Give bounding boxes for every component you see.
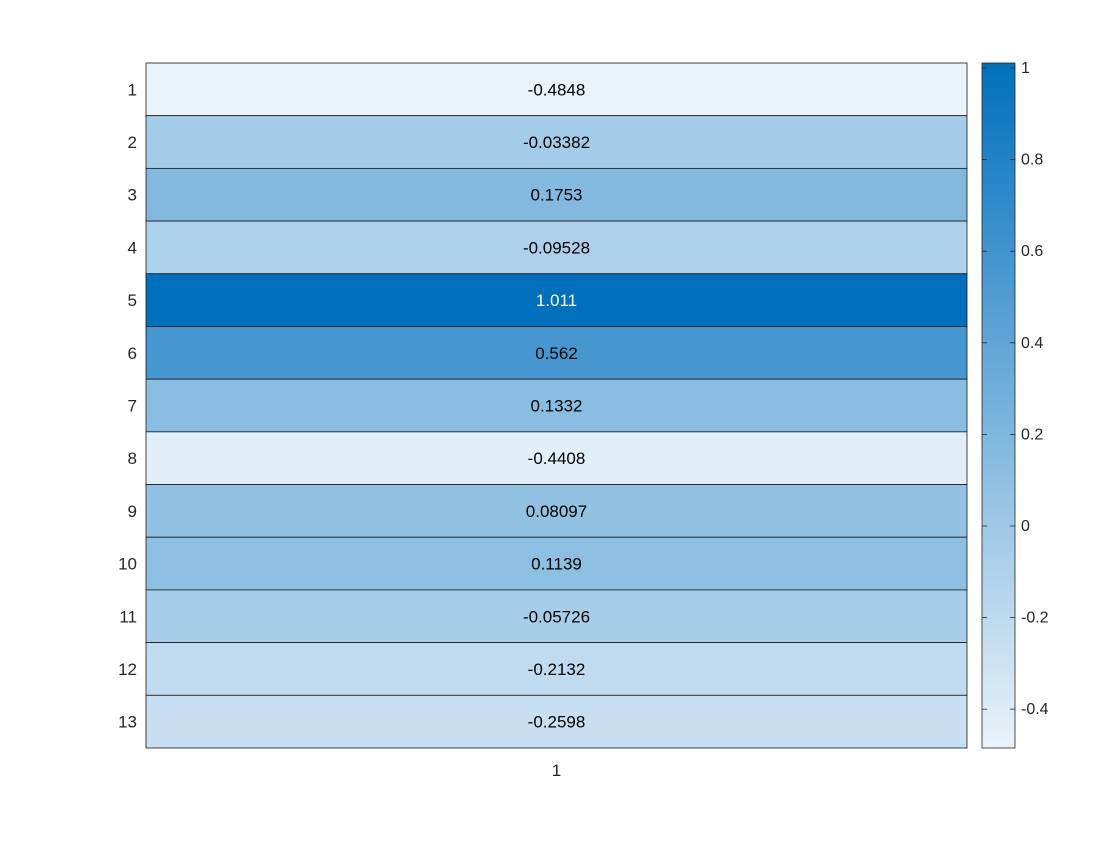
- colorbar-tick-label: 0.2: [1021, 426, 1043, 443]
- y-tick-label: 12: [118, 660, 137, 679]
- heatmap-cell-label: -0.4408: [528, 449, 586, 468]
- heatmap-cell-label: -0.4848: [528, 80, 586, 99]
- heatmap-cell-label: 0.1753: [531, 186, 583, 205]
- y-tick-label: 7: [128, 397, 137, 416]
- heatmap-cell-label: 0.562: [535, 344, 578, 363]
- colorbar-tick-label: -0.2: [1021, 610, 1049, 627]
- heatmap-cell-label: 0.08097: [526, 502, 587, 521]
- y-tick-label: 3: [128, 186, 137, 205]
- heatmap-cell-label: 0.1332: [531, 397, 583, 416]
- x-tick-label: 1: [552, 761, 561, 780]
- y-tick-label: 8: [128, 449, 137, 468]
- heatmap-cells: -0.4848 -0.03382 0.1753 -0.09528 1.011 0.562 0…: [145, 62, 968, 749]
- heatmap-cell-label: -0.2132: [528, 660, 586, 679]
- heatmap-cell: [145, 167, 968, 222]
- x-tick-labels: 1: [552, 761, 561, 780]
- heatmap-cell: [145, 536, 968, 591]
- y-tick-label: 4: [128, 238, 137, 257]
- colorbar-tick-label: 1: [1021, 60, 1030, 77]
- heatmap-cell: [145, 431, 968, 485]
- y-tick-label: 10: [118, 555, 137, 574]
- colorbar-tick-label: 0.8: [1021, 152, 1043, 169]
- heatmap-cell: [145, 62, 968, 117]
- colorbar-tick-label: 0.4: [1021, 335, 1043, 352]
- heatmap-cell-label: -0.09528: [523, 238, 590, 257]
- heatmap-cell: [145, 220, 968, 275]
- y-tick-label: 11: [119, 607, 137, 626]
- heatmap-cell: [145, 642, 968, 696]
- y-tick-label: 6: [128, 344, 137, 363]
- heatmap-cell: [145, 589, 968, 644]
- heatmap-cell-label: 1.011: [536, 291, 577, 310]
- heatmap-cell-label: -0.2598: [528, 713, 586, 732]
- y-tick-label: 13: [118, 713, 137, 732]
- y-tick-label: 2: [128, 133, 137, 152]
- heatmap-cell: [145, 273, 968, 327]
- colorbar-gradient: [981, 62, 1016, 749]
- colorbar-tick-label: 0: [1021, 518, 1030, 535]
- heatmap-cell: [145, 326, 968, 380]
- heatmap-cell: [145, 694, 968, 749]
- y-tick-label: 1: [128, 80, 137, 99]
- colorbar-tick-label: 0.6: [1021, 243, 1043, 260]
- heatmap-cell-label: 0.1139: [531, 555, 582, 574]
- y-tick-label: 9: [128, 502, 137, 521]
- y-tick-label: 5: [128, 291, 137, 310]
- colorbar: 1 0.8 0.6 0.4 0.2 0 -0.2 -0.4: [981, 60, 1049, 749]
- colorbar-tick-label: -0.4: [1021, 701, 1049, 718]
- heatmap-cell: [145, 115, 968, 169]
- heatmap-cell-label: -0.03382: [523, 133, 590, 152]
- heatmap-cell-label: -0.05726: [523, 607, 590, 626]
